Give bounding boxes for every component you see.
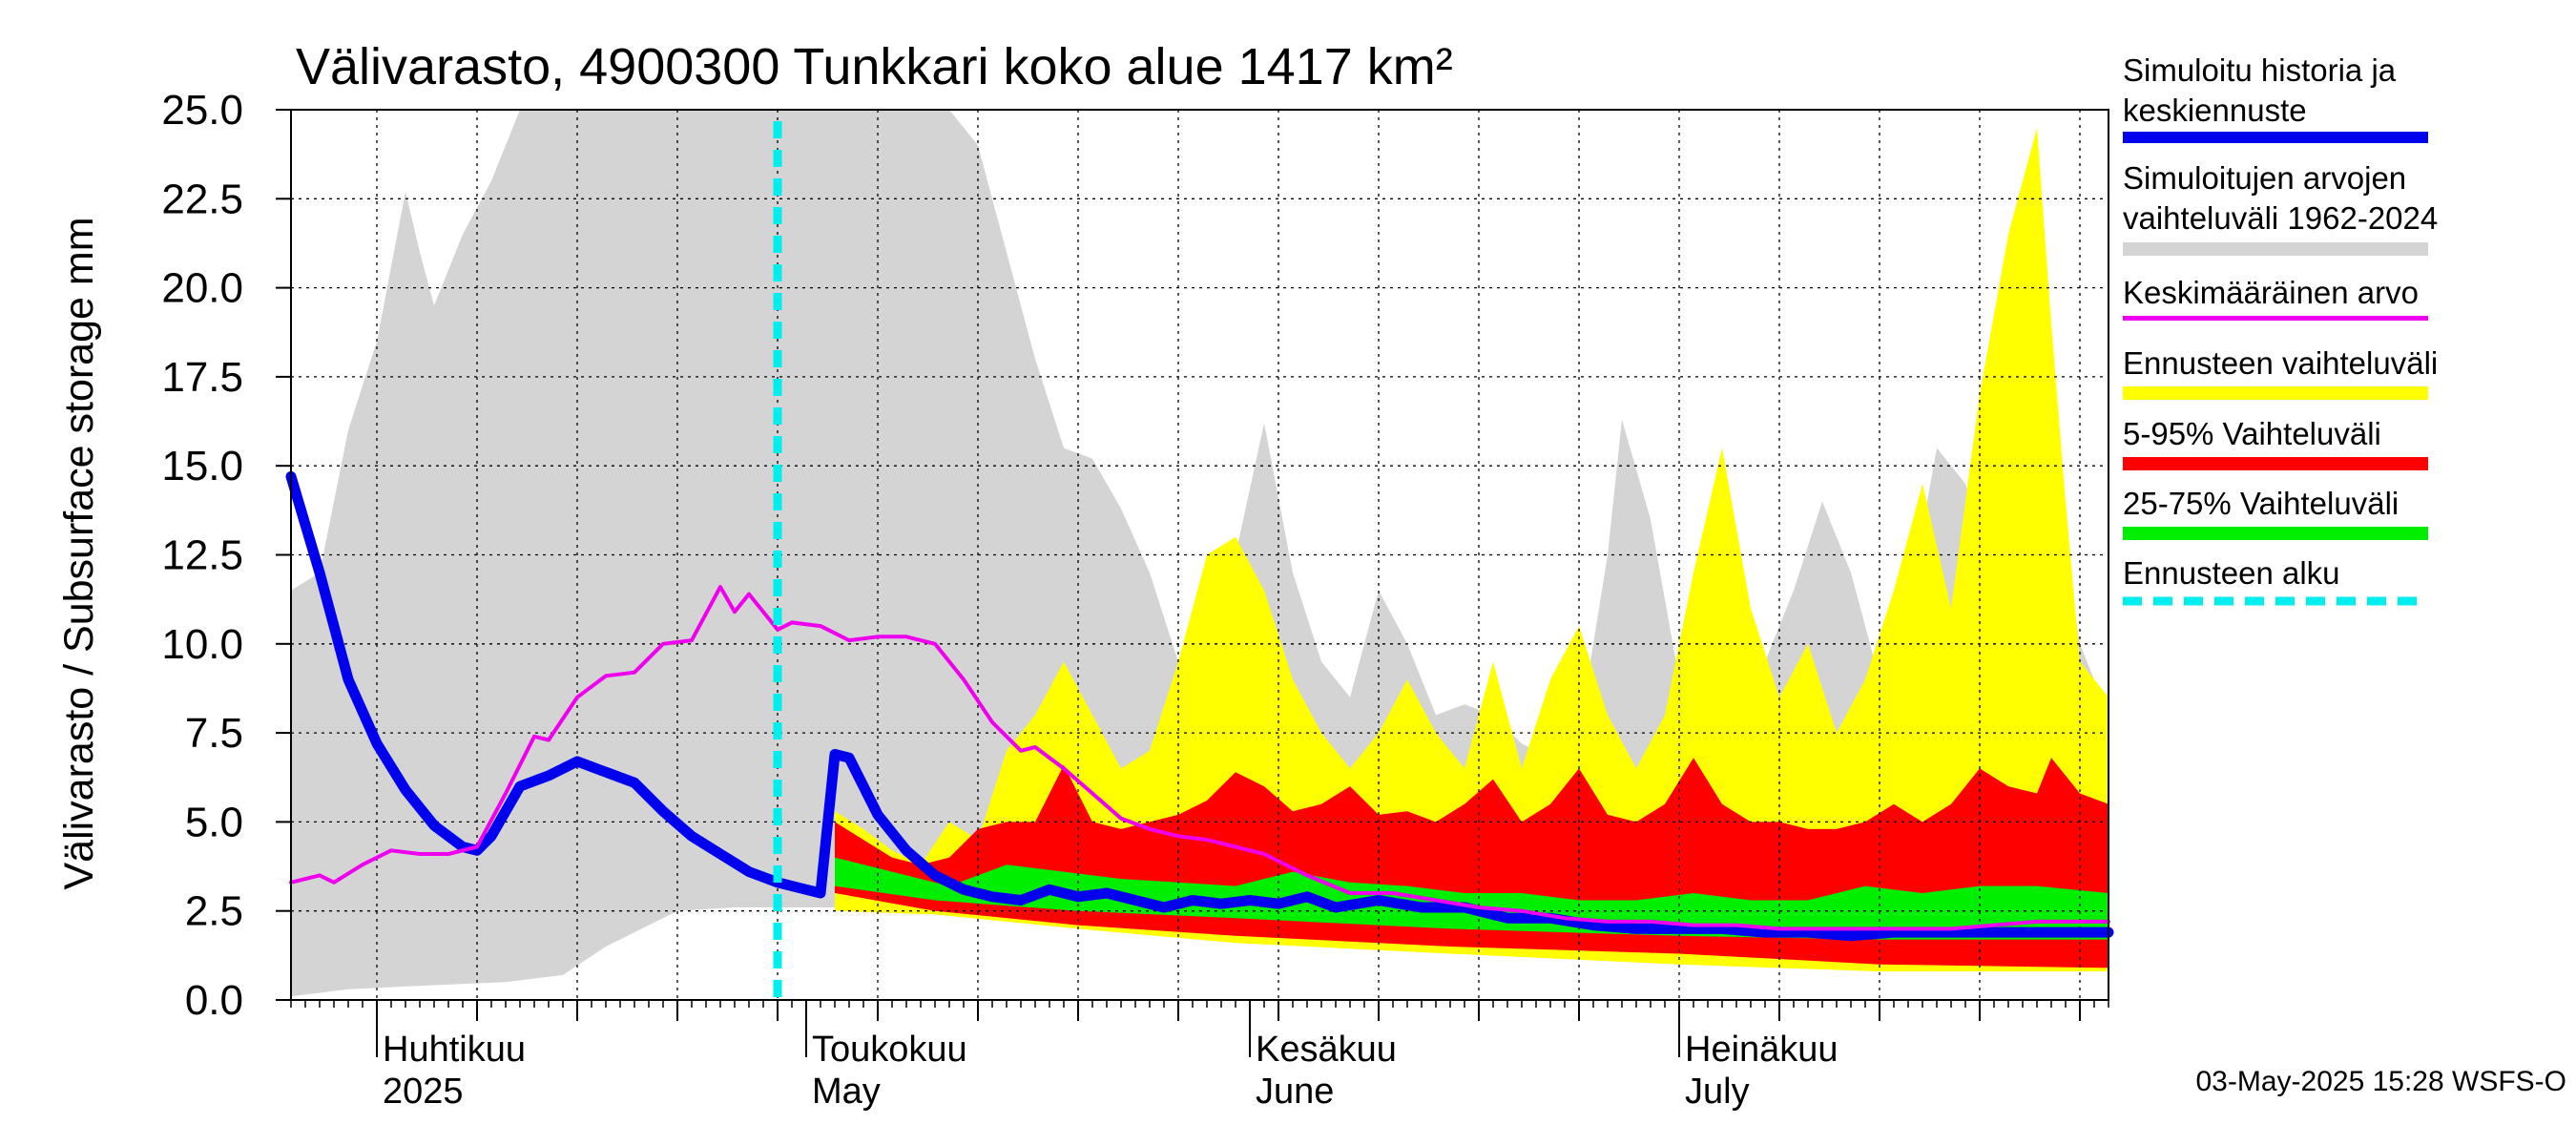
legend-swatch-forecast-range (2123, 386, 2428, 400)
y-axis-label: Välivarasto / Subsurface storage mm (56, 217, 102, 889)
y-tick-label: 5.0 (185, 799, 243, 845)
y-tick-label: 20.0 (161, 265, 243, 312)
y-tick-label: 7.5 (185, 710, 243, 757)
plot-area: 0.0 2.5 5.0 7.5 10.0 12.5 15.0 17.5 20.0 22.5 25.0… (161, 87, 2114, 1112)
month-label-fi: Kesäkuu (1256, 1030, 1397, 1070)
y-axis: 0.0 2.5 5.0 7.5 10.0 12.5 15.0 17.5 20.0 22.5 25.0 (161, 87, 291, 1024)
legend-label-5-95: 5-95% Vaihteluväli (2123, 416, 2381, 451)
legend-label-25-75: 25-75% Vaihteluväli (2123, 486, 2399, 521)
month-label-en: 2025 (383, 1072, 464, 1112)
y-tick-label: 25.0 (161, 87, 243, 134)
band-25-75-vaihteluv-li (835, 857, 2109, 940)
month-label-fi: Huhtikuu (383, 1030, 526, 1070)
legend-label-history: Simuloitu historia ja keskiennuste (2123, 52, 2397, 128)
month-label-fi: Toukokuu (812, 1030, 967, 1070)
month-label-en: July (1685, 1072, 1750, 1112)
legend-swatch-5-95 (2123, 457, 2428, 470)
y-tick-label: 15.0 (161, 443, 243, 489)
month-label-en: May (812, 1072, 881, 1112)
legend-label-forecast-range: Ennusteen vaihteluväli (2123, 345, 2438, 381)
band-ennusteen-vaihteluv-li (835, 127, 2109, 972)
y-tick-label: 22.5 (161, 176, 243, 222)
legend-swatch-mean (2123, 316, 2428, 321)
legend-swatch-history (2123, 132, 2428, 143)
series-simuloitu-historia-ja-keskiennuste (285, 470, 2114, 942)
y-tick-label: 10.0 (161, 621, 243, 668)
timestamp: 03-May-2025 15:28 WSFS-O (2196, 1066, 2567, 1097)
legend-label-mean: Keskimääräinen arvo (2123, 275, 2419, 310)
month-label-en: June (1256, 1072, 1334, 1112)
legend-label-range: Simuloitujen arvojen vaihteluväli 1962-20… (2123, 160, 2438, 236)
legend-swatch-range (2123, 242, 2428, 256)
y-tick-label: 2.5 (185, 888, 243, 935)
y-tick-label: 17.5 (161, 354, 243, 401)
legend-swatch-25-75 (2123, 527, 2428, 540)
y-tick-label: 0.0 (185, 977, 243, 1024)
month-label-fi: Heinäkuu (1685, 1030, 1839, 1070)
legend: Simuloitu historia ja keskiennuste Simulo… (2123, 52, 2438, 606)
legend-label-forecast-start: Ennusteen alku (2123, 555, 2340, 591)
chart-title: Välivarasto, 4900300 Tunkkari koko alue … (296, 38, 1453, 95)
series-keskim-r-inen-arvo (289, 585, 2110, 931)
y-tick-label: 12.5 (161, 532, 243, 579)
